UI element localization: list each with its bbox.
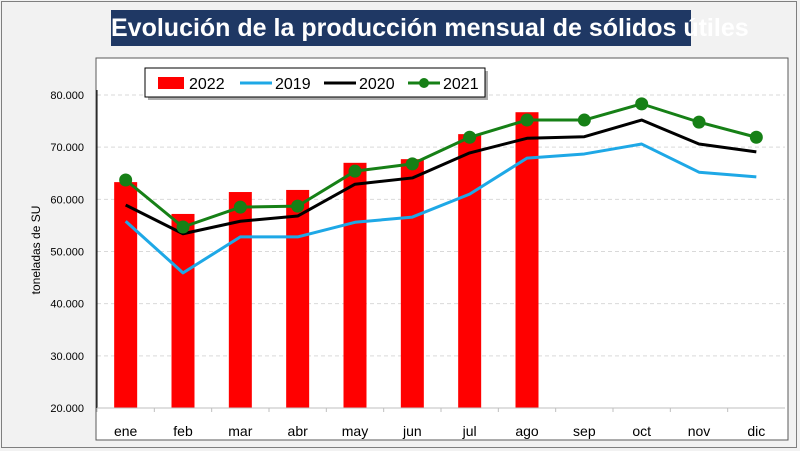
line-2020	[124, 118, 757, 236]
bar-2022-ago	[515, 112, 539, 408]
y-tick-label: 80.000	[50, 90, 84, 102]
marker-2021-feb	[176, 220, 190, 234]
x-tick-label: abr	[288, 423, 309, 439]
marker-2021-sep	[577, 113, 591, 127]
bar-2022-may	[343, 162, 367, 408]
x-tick-label: ene	[114, 423, 138, 439]
marker-2021-oct	[635, 97, 649, 111]
x-tick-label: mar	[228, 423, 252, 439]
marker-2021-dic	[749, 130, 763, 144]
bar-2022-jul	[458, 134, 482, 408]
y-tick-label: 20.000	[50, 403, 84, 415]
bar-2022-mar	[228, 192, 252, 408]
x-tick-label: dic	[747, 423, 765, 439]
plot-area	[95, 57, 789, 441]
marker-2021-jun	[405, 157, 419, 171]
x-tick-label: feb	[173, 423, 193, 439]
bar-2022-abr	[286, 189, 310, 408]
y-axis-label: toneladas de SU	[29, 206, 43, 295]
marker-2021-mar	[233, 200, 247, 214]
y-tick-label: 70.000	[50, 142, 84, 154]
legend-label-2021: 2021	[443, 76, 479, 93]
legend-label-2020: 2020	[359, 76, 395, 93]
x-tick-label: oct	[632, 423, 651, 439]
legend-label-2019: 2019	[275, 76, 311, 93]
marker-2021-ago	[520, 113, 534, 127]
bar-2022-feb	[171, 213, 195, 408]
marker-2021-abr	[291, 199, 305, 213]
y-tick-label: 40.000	[50, 299, 84, 311]
legend-swatch-2022	[158, 77, 184, 89]
marker-2021-nov	[692, 115, 706, 129]
legend: 2022 2019 2020 2021	[144, 67, 488, 100]
x-tick-label: nov	[688, 423, 711, 439]
line-2021	[124, 102, 757, 229]
y-tick-label: 30.000	[50, 351, 84, 363]
line-2019	[124, 142, 757, 275]
marker-2021-may	[348, 164, 362, 178]
bar-2022-jun	[400, 159, 424, 408]
x-tick-label: ago	[515, 423, 539, 439]
y-tick-label: 60.000	[50, 194, 84, 206]
bar-2022-ene	[114, 182, 138, 408]
marker-2021-ene	[119, 173, 133, 187]
x-tick-label: may	[342, 423, 368, 439]
legend-marker-2021	[419, 78, 429, 88]
y-tick-label: 50.000	[50, 247, 84, 259]
legend-label-2022: 2022	[189, 76, 225, 93]
x-tick-label: sep	[573, 423, 596, 439]
x-tick-label: jun	[402, 423, 422, 439]
x-tick-label: jul	[462, 423, 477, 439]
marker-2021-jul	[463, 130, 477, 144]
chart-title: Evolución de la producción mensual de só…	[111, 10, 749, 46]
